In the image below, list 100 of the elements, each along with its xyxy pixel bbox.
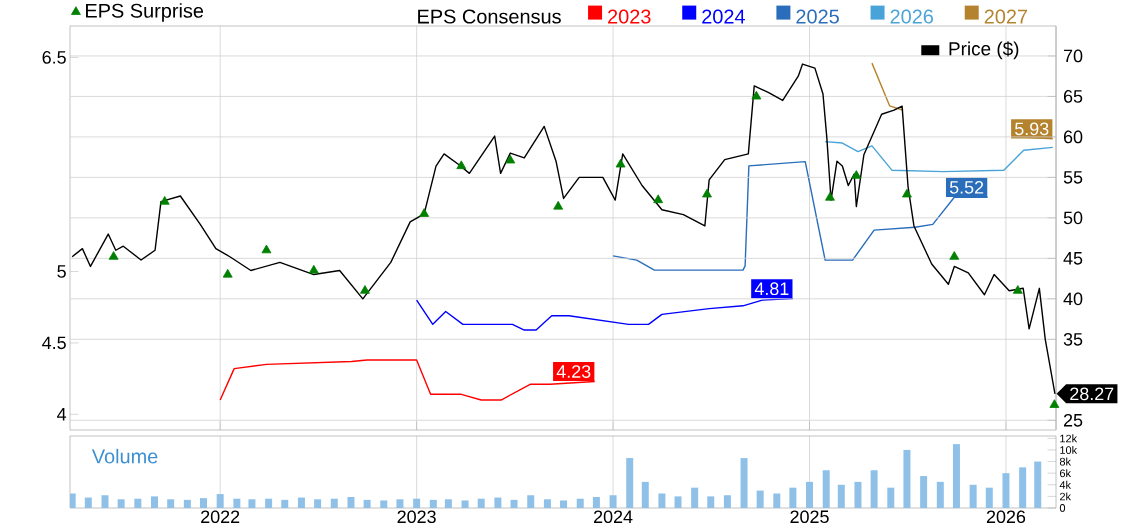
bar (216, 494, 224, 508)
legend-label: 2025 (796, 9, 839, 24)
bar (870, 470, 878, 508)
data-label: 5.93 (1015, 122, 1049, 136)
y2-tick-label: 25 (1063, 413, 1083, 427)
bar (773, 493, 781, 508)
line-series (612, 160, 989, 271)
x-tick-label: 2023 (397, 510, 436, 524)
point (222, 268, 233, 278)
y2-tick-label: 35 (1063, 332, 1083, 346)
bar (167, 499, 175, 508)
bar (363, 499, 371, 508)
point (653, 194, 664, 204)
y-tick-label: 5 (57, 265, 66, 278)
bar (691, 487, 699, 508)
bar (641, 481, 649, 508)
bar (248, 499, 256, 508)
x-tick-label: 2025 (790, 510, 829, 524)
bar (658, 493, 666, 508)
y2-tick-label: 50 (1063, 211, 1083, 225)
bar (199, 498, 207, 508)
legend-label: Price ($) (949, 41, 1019, 60)
bar (576, 498, 584, 508)
bar (854, 481, 862, 508)
data-label: 4.23 (556, 365, 591, 378)
bar (789, 487, 797, 508)
data-label: 5.52 (949, 181, 984, 194)
bar (151, 496, 159, 508)
bar (297, 497, 305, 508)
bar (806, 481, 814, 508)
bar (461, 500, 469, 508)
bar (592, 496, 600, 508)
bar (626, 458, 634, 508)
point (360, 285, 370, 294)
data-label: 4.81 (754, 282, 789, 296)
bar (985, 487, 993, 508)
bar (117, 499, 125, 508)
bar (84, 497, 92, 508)
y2-tick-label: 60 (1063, 130, 1083, 144)
bar (903, 449, 911, 508)
bar (887, 487, 895, 508)
bar (330, 498, 338, 508)
bar (380, 500, 388, 508)
point (553, 200, 564, 210)
bar (413, 498, 421, 508)
point (902, 188, 912, 198)
bar (134, 498, 142, 508)
bar (444, 499, 452, 508)
bar (527, 495, 535, 508)
x-tick-label: 2024 (594, 510, 633, 524)
point (505, 154, 516, 164)
y2-tick-label: 70 (1063, 49, 1083, 63)
bar (477, 498, 485, 508)
point (702, 188, 712, 198)
legend-label: 2023 (608, 9, 651, 24)
bar (707, 496, 715, 508)
data-label: 28.27 (1070, 387, 1114, 401)
bar (233, 498, 241, 508)
bar (952, 444, 960, 508)
bar (723, 495, 731, 508)
point (949, 251, 960, 260)
legend-label: 2024 (702, 9, 745, 24)
bar (396, 499, 404, 508)
point (751, 90, 762, 100)
bar (429, 499, 437, 508)
bar (101, 495, 109, 508)
x-tick-label: 2022 (201, 510, 240, 524)
point (108, 251, 119, 260)
bar (543, 499, 551, 508)
bar (822, 470, 830, 508)
bar (609, 495, 617, 508)
bar (183, 499, 191, 508)
legend-label: 2026 (890, 9, 934, 24)
point (261, 244, 272, 254)
bar (1002, 473, 1010, 508)
bar (265, 498, 273, 508)
point (159, 196, 170, 205)
bar (347, 496, 355, 508)
bar (674, 496, 682, 508)
y2-tick-label: 55 (1063, 171, 1083, 184)
point (456, 160, 467, 170)
y2-tick-label: 45 (1063, 252, 1083, 265)
point (825, 192, 835, 201)
bar (837, 484, 845, 508)
bar (560, 500, 568, 508)
bar (969, 484, 977, 508)
point (1012, 285, 1023, 294)
point (615, 158, 626, 168)
legend-label: EPS Surprise (86, 3, 204, 22)
bar (70, 493, 76, 508)
y-tick-label: 4.5 (42, 336, 66, 350)
y-tick-label: 4 (57, 408, 67, 421)
y2-tick-label: 65 (1063, 90, 1083, 103)
bar (314, 499, 322, 508)
point (851, 170, 862, 179)
bar (740, 458, 748, 508)
bar (1034, 461, 1042, 508)
bar (1019, 467, 1027, 508)
bar (756, 490, 764, 508)
line-series (219, 359, 596, 401)
